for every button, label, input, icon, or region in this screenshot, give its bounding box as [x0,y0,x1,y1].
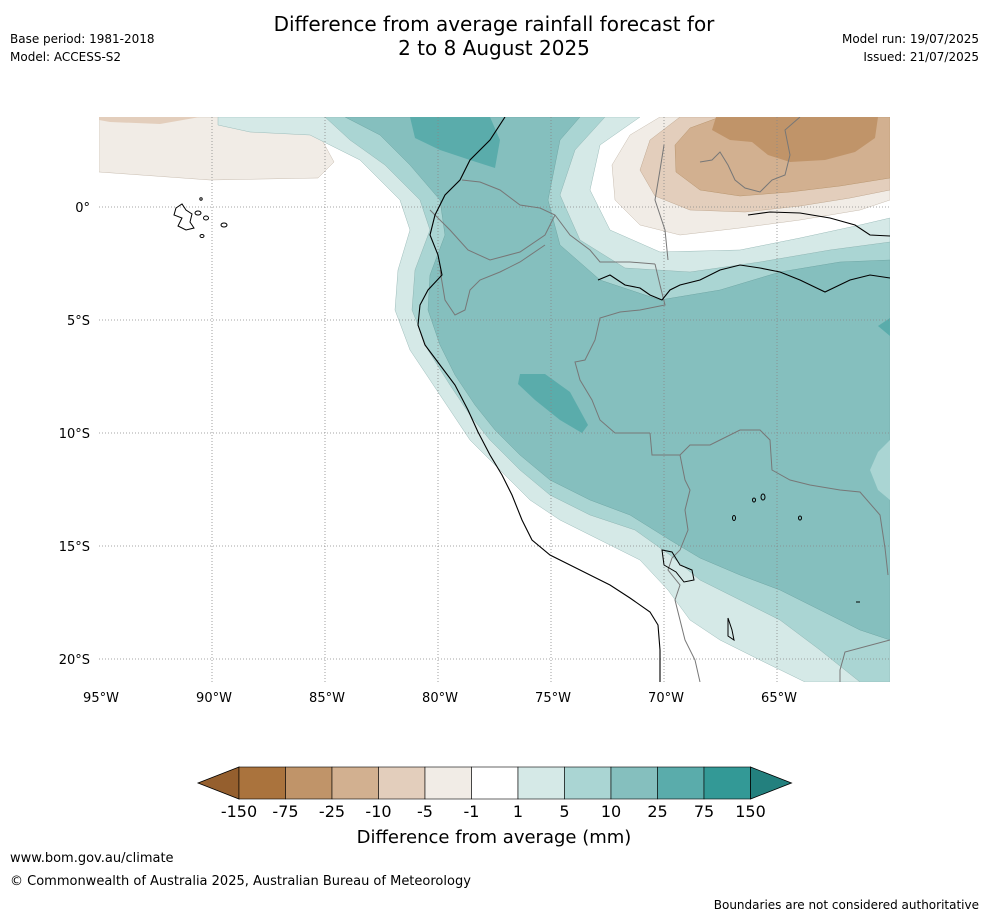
meta-left: Base period: 1981-2018 Model: ACCESS-S2 [10,30,155,66]
title-line-1: Difference from average rainfall forecas… [273,12,715,36]
colorbar-segment [424,766,472,800]
colorbar-segment [657,766,705,800]
lat-label: 10°S [59,427,90,442]
base-period: Base period: 1981-2018 [10,32,155,46]
lon-label: 75°W [535,691,571,706]
colorbar-extend-low [196,766,240,800]
colorbar-tick-label: 75 [694,802,714,821]
colorbar-tick-label: 25 [647,802,667,821]
colorbar-tick-label: -5 [417,802,433,821]
issued-date: Issued: 21/07/2025 [863,50,979,64]
colorbar-segment [331,766,379,800]
footer-url: www.bom.gov.au/climate [10,851,174,866]
lat-label: 5°S [67,314,90,329]
lat-label: 0° [75,201,90,216]
contour-plus10 [344,117,890,641]
map-title: Difference from average rainfall forecas… [0,12,988,60]
contour-plus25-north [410,117,500,168]
lon-label: 90°W [196,691,232,706]
contour-plus25-east [878,318,890,336]
colorbar-tick-label: 150 [735,802,766,821]
footer-disclaimer: Boundaries are not considered authoritat… [713,898,979,912]
colorbar-extend-high [750,766,793,800]
colorbar-tick-label: 5 [559,802,569,821]
colorbar-segment [285,766,333,800]
colorbar-segment [610,766,658,800]
model-run: Model run: 19/07/2025 [841,32,979,46]
country-borders [429,117,890,682]
colorbar-segment [564,766,612,800]
colorbar-tick-label: -150 [221,802,257,821]
latitude-labels: 0° 5°S 10°S 15°S 20°S [59,201,90,668]
contour-minus5-nw [99,117,200,124]
model-name: Model: ACCESS-S2 [10,50,122,64]
galapagos-islands [173,197,228,238]
colorbar-tick-label: -1 [464,802,480,821]
colorbar-segment [378,766,426,800]
colorbar-tick-label: 1 [513,802,523,821]
lon-label: 95°W [83,691,119,706]
colorbar-tick-label: -25 [319,802,345,821]
colorbar-segment [238,766,286,800]
lat-label: 15°S [59,540,90,555]
lon-label: 80°W [422,691,458,706]
contour-plus25-central [518,374,588,433]
longitude-labels: 95°W 90°W 85°W 80°W 75°W 70°W 65°W [83,691,797,706]
colorbar-tick-label: -10 [365,802,391,821]
colorbar-segment [517,766,565,800]
colorbar-label: Difference from average (mm) [357,827,632,848]
lon-label: 85°W [309,691,345,706]
colorbar-segment [471,766,519,800]
lon-label: 65°W [761,691,797,706]
meta-right: Model run: 19/07/2025 Issued: 21/07/2025 [842,30,979,66]
coastlines [417,117,890,682]
map-canvas [99,117,890,682]
contour-plus10-se-edge [870,440,890,500]
lat-label: 20°S [59,653,90,668]
title-line-2: 2 to 8 August 2025 [398,36,590,60]
lon-label: 70°W [648,691,684,706]
footer-copyright: © Commonwealth of Australia 2025, Austra… [10,874,471,889]
contour-minus25-ne [712,117,878,162]
colorbar-tick-label: -75 [272,802,298,821]
colorbar: -150 -75 -25 -10 -5 -1 1 5 10 25 75 150 [196,766,793,821]
graticule [99,117,890,682]
colorbar-segment [703,766,751,800]
colorbar-tick-label: 10 [601,802,621,821]
lakes [661,493,860,642]
